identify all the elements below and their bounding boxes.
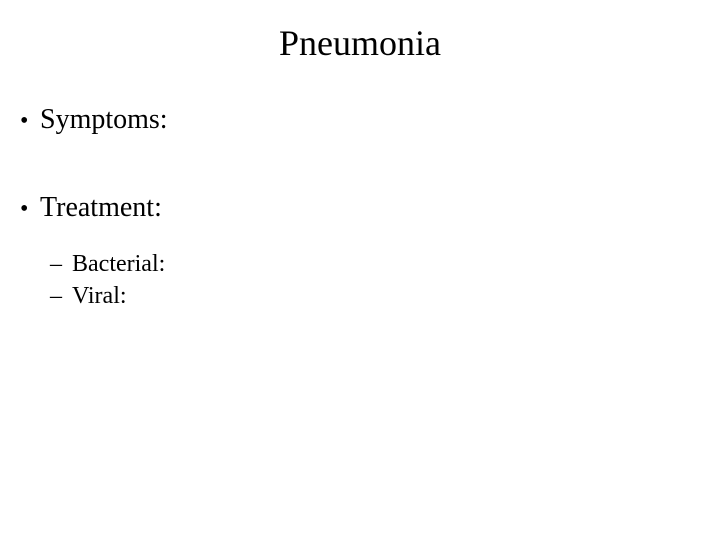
sub-bullet-label: Bacterial: [72, 251, 165, 277]
slide-title: Pneumonia [18, 22, 702, 64]
sub-bullet-bacterial: Bacterial: [50, 248, 702, 280]
bullet-label: Symptoms: [40, 104, 168, 135]
sub-bullet-viral: Viral: [50, 280, 702, 312]
bullet-label: Treatment: [40, 192, 162, 223]
bullet-symptoms: Symptoms: [18, 104, 702, 136]
bullet-list: Symptoms: Treatment: [18, 104, 702, 224]
bullet-treatment: Treatment: [18, 192, 702, 224]
sub-bullet-list: Bacterial: Viral: [50, 248, 702, 312]
sub-bullet-label: Viral: [72, 283, 127, 309]
slide-container: Pneumonia Symptoms: Treatment: Bacterial… [0, 0, 720, 540]
